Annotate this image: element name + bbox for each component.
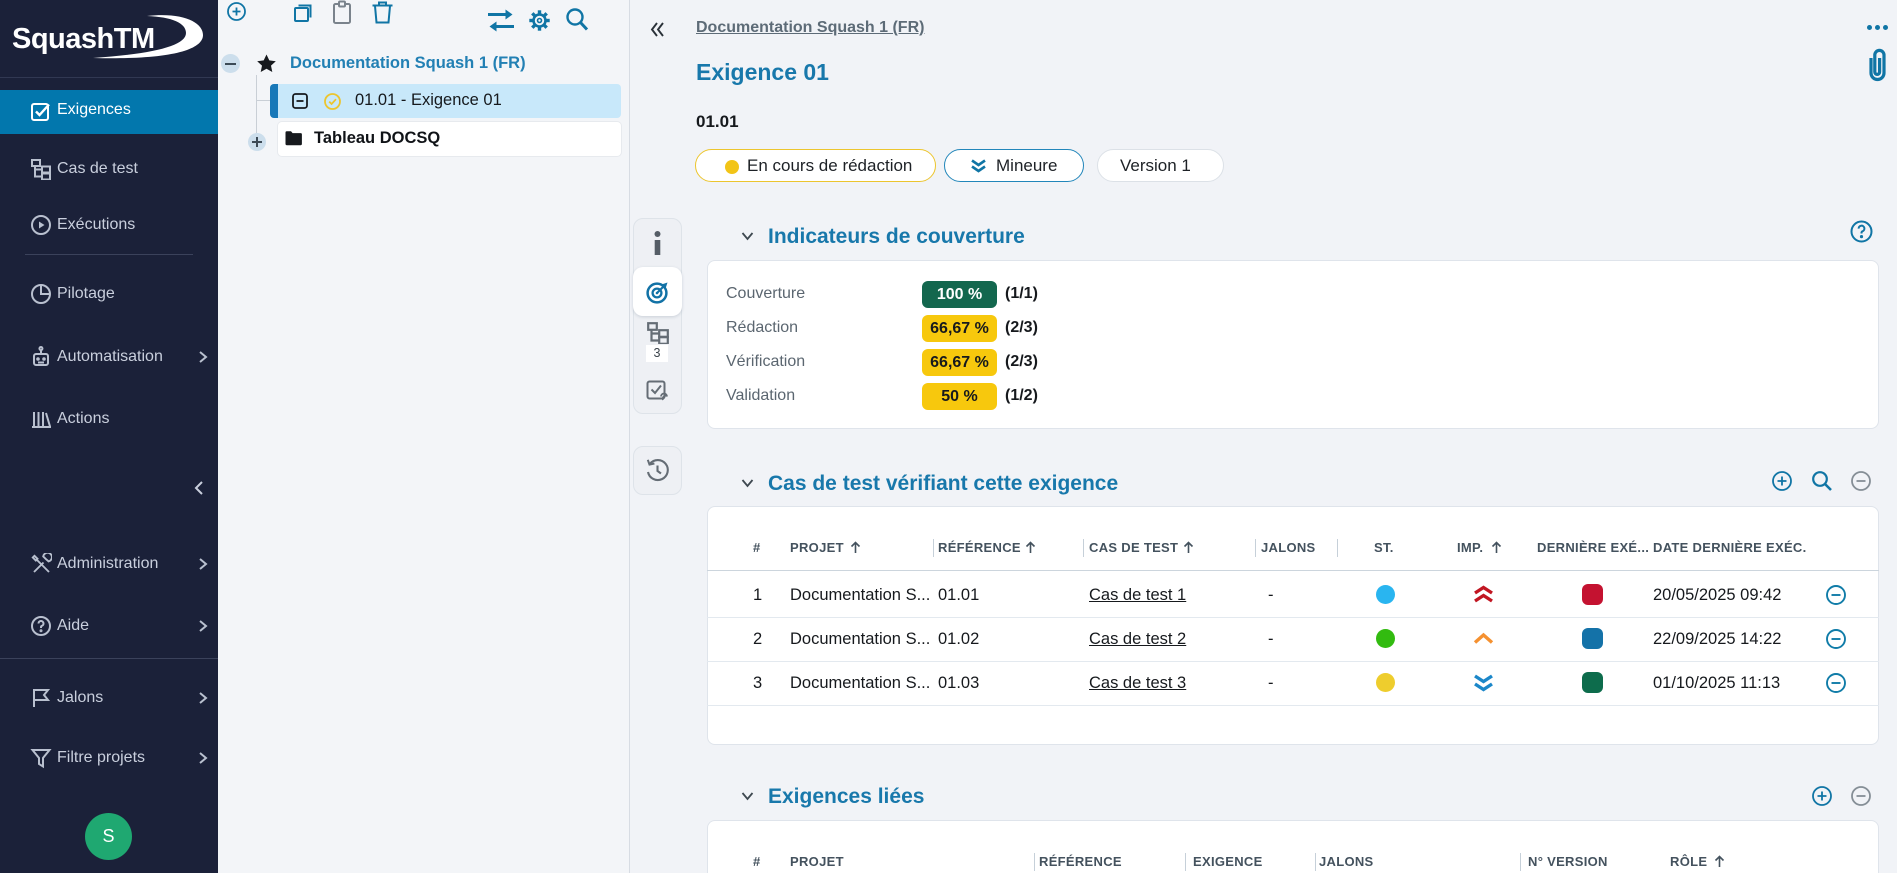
svg-text:SquashTM: SquashTM [12, 23, 155, 55]
